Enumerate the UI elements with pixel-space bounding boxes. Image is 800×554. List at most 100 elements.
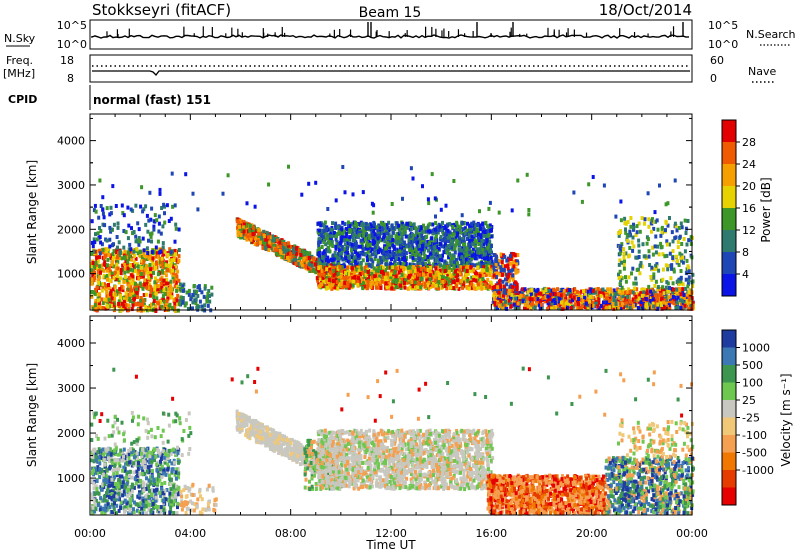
range-gate-cell: [145, 246, 149, 251]
range-gate-cell: [106, 247, 110, 252]
range-gate-cell: [461, 227, 465, 232]
range-gate-cell: [130, 281, 134, 286]
range-gate-cell: [410, 242, 414, 247]
range-gate-cell: [432, 250, 436, 255]
range-gate-cell: [586, 292, 590, 296]
range-gate-cell: [106, 277, 109, 282]
range-gate-cell: [409, 221, 413, 226]
range-gate-cell: [410, 262, 414, 267]
range-gate-cell: [396, 262, 400, 266]
range-gate-cell: [291, 254, 295, 259]
range-gate-cell: [351, 256, 355, 261]
range-gate-cell: [382, 233, 386, 238]
range-gate-cell: [486, 257, 490, 262]
range-gate-cell: [257, 227, 261, 232]
range-gate-cell: [96, 266, 100, 271]
range-gate-cell: [170, 292, 174, 297]
range-gate-cell: [172, 266, 176, 271]
range-gate-cell: [479, 280, 482, 285]
range-gate-cell: [116, 289, 119, 294]
range-gate-cell: [426, 283, 430, 288]
range-gate-cell: [331, 244, 335, 248]
range-gate-cell: [516, 306, 520, 311]
range-gate-cell: [159, 259, 162, 264]
range-gate-cell: [92, 306, 95, 311]
range-gate-cell: [147, 281, 151, 286]
range-gate-cell: [403, 258, 407, 263]
range-gate-cell: [155, 218, 159, 223]
range-gate-cell: [103, 260, 107, 265]
range-gate-cell: [458, 268, 462, 273]
range-gate-cell: [382, 251, 385, 256]
range-gate-cell: [445, 231, 449, 236]
range-gate-cell: [279, 244, 283, 249]
range-gate-cell: [423, 255, 427, 260]
range-gate-cell: [139, 308, 143, 313]
range-gate-cell: [138, 254, 142, 259]
range-gate-cell: [424, 228, 428, 233]
range-gate-cell: [300, 263, 304, 268]
range-gate-cell: [460, 262, 464, 267]
range-gate-cell: [367, 233, 371, 238]
range-gate-cell: [156, 239, 160, 244]
range-gate-cell: [366, 226, 370, 231]
range-gate-cell: [419, 277, 423, 282]
range-gate-cell: [575, 305, 579, 310]
range-gate-cell: [202, 294, 206, 299]
range-gate-cell: [197, 304, 201, 309]
range-gate-cell: [147, 238, 150, 243]
range-gate-cell: [415, 231, 419, 236]
range-gate-cell: [609, 292, 613, 297]
range-gate-cell: [486, 284, 490, 289]
range-gate-cell: [322, 278, 326, 283]
range-gate-cell: [375, 246, 379, 251]
range-gate-cell: [100, 263, 104, 268]
range-gate-cell: [450, 239, 454, 244]
range-gate-cell: [286, 255, 289, 260]
range-gate-cell: [101, 306, 105, 310]
range-gate-cell: [450, 245, 453, 250]
range-gate-cell: [457, 271, 461, 276]
range-gate-cell: [350, 228, 354, 232]
range-gate-cell: [111, 260, 114, 265]
range-gate-cell: [167, 219, 171, 223]
range-gate-cell: [107, 252, 111, 257]
range-gate-cell: [195, 289, 198, 294]
range-gate-cell: [105, 206, 109, 211]
range-gate-cell: [465, 269, 469, 274]
range-gate-cell: [466, 261, 469, 266]
range-gate-cell: [129, 292, 133, 297]
range-gate-cell: [331, 279, 335, 284]
range-gate-cell: [412, 222, 416, 227]
range-gate-cell: [170, 258, 174, 263]
range-gate-cell: [421, 236, 425, 240]
range-gate-cell: [334, 244, 338, 249]
range-gate-cell: [144, 292, 148, 297]
range-gate-cell: [403, 266, 407, 271]
range-gate-cell: [164, 273, 168, 278]
range-gate-cell: [434, 272, 438, 277]
range-gate-cell: [431, 254, 435, 259]
range-gate-cell: [372, 229, 376, 234]
range-gate-cell: [100, 297, 104, 302]
range-gate-cell: [457, 237, 461, 242]
range-gate-cell: [356, 282, 360, 287]
range-gate-cell: [92, 208, 96, 213]
range-gate-cell: [436, 265, 439, 270]
range-gate-cell: [108, 244, 112, 249]
range-gate-cell: [116, 225, 120, 230]
range-gate-cell: [464, 250, 468, 255]
range-gate-cell: [469, 265, 473, 270]
range-gate-cell: [142, 207, 146, 212]
range-gate-cell: [405, 244, 409, 249]
range-gate-cell: [433, 238, 437, 243]
range-gate-cell: [284, 248, 288, 253]
range-gate-cell: [417, 256, 421, 261]
range-gate-cell: [327, 278, 331, 282]
range-gate-cell: [409, 254, 413, 259]
range-gate-cell: [157, 257, 161, 262]
range-gate-cell: [344, 270, 348, 275]
range-gate-cell: [92, 278, 96, 283]
range-gate-cell: [323, 261, 327, 266]
